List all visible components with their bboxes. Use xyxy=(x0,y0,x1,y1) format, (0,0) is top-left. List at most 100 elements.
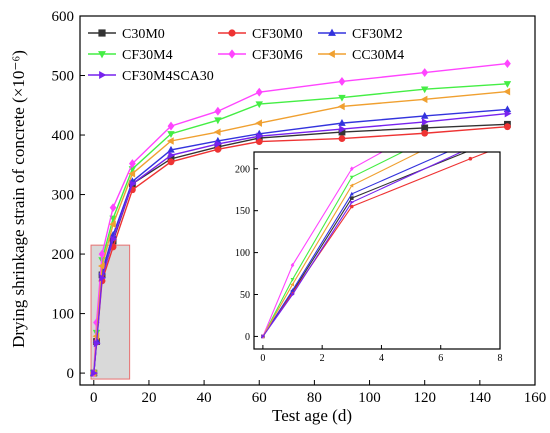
inset-y-tick-label: 200 xyxy=(235,164,250,175)
x-tick-label: 0 xyxy=(90,390,98,406)
legend-item-CF30M4: CF30M4 xyxy=(88,48,173,63)
inset-series-line-CF30M4SCA30 xyxy=(262,152,463,337)
inset-series-line-C30M0 xyxy=(262,152,468,337)
data-point-CF30M6-3 xyxy=(109,203,117,213)
inset-series-line-CF30M6 xyxy=(262,152,384,337)
inset-y-tick-label: 0 xyxy=(245,332,250,343)
x-tick-label: 120 xyxy=(413,390,436,406)
legend: C30M0 CF30M0 CF30M2 CF30M4 CF30M6 CC30M4 CF30M… xyxy=(88,27,404,84)
data-point-CF30M0-6 xyxy=(214,145,222,153)
inset-x-tick-label: 4 xyxy=(379,353,384,364)
y-tick-label: 400 xyxy=(52,128,75,144)
data-point-CF30M4SCA30-8 xyxy=(339,125,347,133)
y-tick-label: 200 xyxy=(52,247,75,263)
inset-data-point-CF30M4-1 xyxy=(290,277,295,282)
legend-item-CF30M0: CF30M0 xyxy=(218,27,303,42)
data-point-CF30M4SCA30-0 xyxy=(91,369,98,377)
inset-plot: 0 2 4 6 8 0 50 100 150 200 xyxy=(235,101,503,364)
inset-data-point-C30M0-2 xyxy=(350,196,354,200)
x-tick-label: 140 xyxy=(469,390,492,406)
series-CF30M4SCA30 xyxy=(91,109,512,377)
data-point-CF30M6-2 xyxy=(98,249,106,259)
legend-item-CC30M4: CC30M4 xyxy=(318,48,404,63)
legend-marker xyxy=(328,28,336,36)
inset-series-line-CF30M2 xyxy=(262,152,449,337)
inset-x-tick-label: 6 xyxy=(438,353,443,364)
inset-data-point-CF30M0-2 xyxy=(350,204,354,209)
inset-x-tick-label: 2 xyxy=(320,353,325,364)
data-point-CF30M4-6 xyxy=(214,117,222,125)
data-point-CF30M4-9 xyxy=(420,86,429,94)
data-point-CF30M4SCA30-1 xyxy=(93,339,101,348)
inset-series-group xyxy=(260,101,490,339)
inset-data-point-CF30M2-3 xyxy=(468,140,472,144)
y-tick-label: 100 xyxy=(52,307,75,323)
data-point-CF30M6-10 xyxy=(504,59,511,69)
inset-data-point-CF30M6-1 xyxy=(290,262,295,268)
legend-label: CF30M4 xyxy=(122,48,173,63)
inset-data-point-CF30M2-1 xyxy=(290,288,295,292)
legend-label: CF30M6 xyxy=(252,48,303,63)
data-point-CF30M0-8 xyxy=(338,135,346,143)
data-point-CF30M2-9 xyxy=(420,111,429,119)
inset-y-tick-label: 50 xyxy=(240,290,250,301)
inset-data-point-CF30M6-2 xyxy=(350,166,354,172)
legend-label: CF30M4SCA30 xyxy=(122,69,214,84)
inset-data-point-CF30M4-2 xyxy=(349,175,354,180)
data-point-CF30M0-5 xyxy=(167,158,175,166)
legend-label: C30M0 xyxy=(122,27,165,42)
inset-series-line-CF30M0 xyxy=(262,152,490,337)
y-tick-label: 300 xyxy=(52,188,75,204)
data-point-CF30M2-8 xyxy=(338,119,346,126)
legend-marker xyxy=(99,71,107,79)
data-point-CF30M4SCA30-5 xyxy=(168,151,176,160)
legend-marker xyxy=(228,49,236,59)
x-tick-label: 80 xyxy=(307,390,322,406)
inset-x-tick-label: 0 xyxy=(260,353,265,364)
legend-marker xyxy=(98,29,106,37)
inset-data-point-CF30M4SCA30-3 xyxy=(469,146,473,150)
x-tick-label: 40 xyxy=(197,390,212,406)
inset-data-point-CF30M6-3 xyxy=(469,101,473,106)
legend-item-CF30M6: CF30M6 xyxy=(218,48,303,63)
data-point-CF30M4-8 xyxy=(338,94,346,102)
data-point-CF30M4SCA30-2 xyxy=(99,274,107,282)
data-point-CF30M4SCA30-3 xyxy=(110,235,118,243)
data-point-CF30M0-10 xyxy=(504,123,511,131)
data-point-C30M0-9 xyxy=(421,124,429,132)
inset-series-line-CF30M4 xyxy=(262,152,404,337)
data-point-CC30M4-5 xyxy=(166,137,174,145)
inset-data-point-CF30M4SCA30-2 xyxy=(350,200,354,205)
legend-item-CF30M4SCA30: CF30M4SCA30 xyxy=(88,69,214,84)
legend-item-CF30M2: CF30M2 xyxy=(318,27,403,42)
data-point-CF30M4SCA30-7 xyxy=(256,132,264,140)
legend-label: CC30M4 xyxy=(352,48,404,63)
data-point-CF30M4SCA30-9 xyxy=(421,118,429,126)
data-point-CC30M4-8 xyxy=(337,102,345,111)
legend-marker xyxy=(228,29,236,37)
legend-marker xyxy=(327,50,335,58)
inset-y-tick-label: 100 xyxy=(235,248,250,259)
data-point-CF30M4-10 xyxy=(503,81,512,88)
legend-label: CF30M2 xyxy=(352,27,403,42)
legend-item-C30M0: C30M0 xyxy=(88,27,165,42)
x-tick-label: 100 xyxy=(358,390,381,406)
legend-label: CF30M0 xyxy=(252,27,303,42)
x-axis-label: Test age (d) xyxy=(272,406,352,425)
y-tick-label: 0 xyxy=(67,366,75,382)
y-axis-label: Drying shrinkage strain of concrete (×10… xyxy=(9,50,28,348)
inset-data-point-CF30M4SCA30-0 xyxy=(261,334,266,339)
data-point-CF30M2-5 xyxy=(167,145,175,153)
inset-x-tick-label: 8 xyxy=(498,353,503,364)
data-point-CF30M6-8 xyxy=(338,77,346,86)
data-point-CF30M6-9 xyxy=(421,68,429,77)
data-point-CC30M4-3 xyxy=(109,220,116,229)
data-point-CC30M4-4 xyxy=(128,169,136,178)
data-point-CF30M0-7 xyxy=(255,138,263,145)
inset-data-point-CF30M0-3 xyxy=(468,156,473,161)
data-point-CF30M4-5 xyxy=(167,131,175,138)
data-point-CF30M4-7 xyxy=(255,101,263,109)
y-tick-label: 500 xyxy=(52,69,75,85)
